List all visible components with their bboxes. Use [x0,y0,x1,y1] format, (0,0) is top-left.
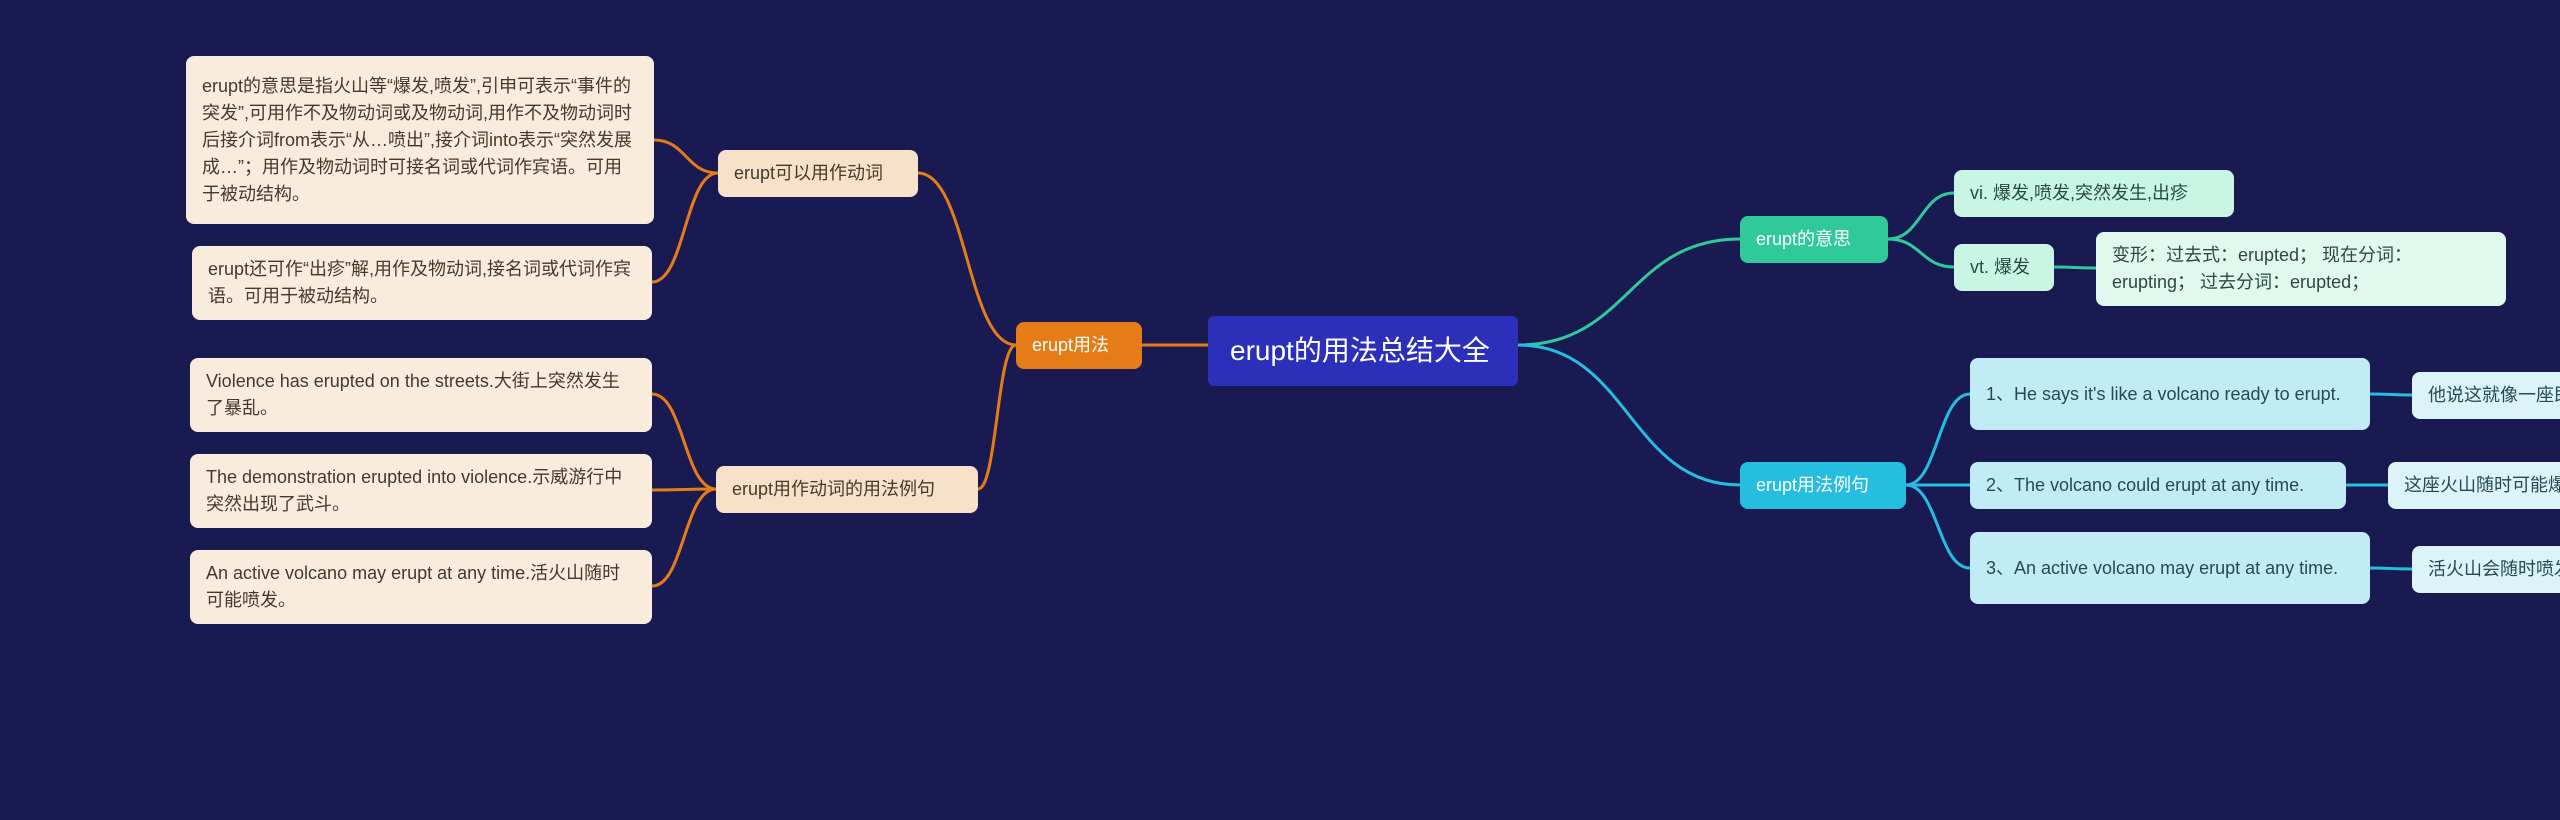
node-ex2: 2、The volcano could erupt at any time. [1970,462,2346,509]
node-sent-leaf2: The demonstration erupted into violence.… [190,454,652,528]
node-usage: erupt用法 [1016,322,1142,369]
node-meaning-vi: vi. 爆发,喷发,突然发生,出疹 [1954,170,2234,217]
node-ex3: 3、An active volcano may erupt at any tim… [1970,532,2370,604]
node-sent-leaf3: An active volcano may erupt at any time.… [190,550,652,624]
node-ex3-tr: 活火山会随时喷发。 [2412,546,2560,593]
node-sentence-usage: erupt用作动词的用法例句 [716,466,978,513]
node-ex1: 1、He says it's like a volcano ready to e… [1970,358,2370,430]
node-examples: erupt用法例句 [1740,462,1906,509]
node-verb-leaf1: erupt的意思是指火山等“爆发,喷发”,引申可表示“事件的突发”,可用作不及物… [186,56,654,224]
node-ex2-tr: 这座火山随时可能爆发。 [2388,462,2560,509]
node-ex1-tr: 他说这就像一座即将喷发的火山。 [2412,372,2560,419]
node-sent-leaf1: Violence has erupted on the streets.大街上突… [190,358,652,432]
node-verb-leaf2: erupt还可作“出疹”解,用作及物动词,接名词或代词作宾语。可用于被动结构。 [192,246,652,320]
node-meaning: erupt的意思 [1740,216,1888,263]
node-verb-usage: erupt可以用作动词 [718,150,918,197]
mindmap-root: erupt的用法总结大全 [1208,316,1518,386]
node-meaning-vt-forms: 变形：过去式：erupted； 现在分词：erupting； 过去分词：erup… [2096,232,2506,306]
node-meaning-vt: vt. 爆发 [1954,244,2054,291]
